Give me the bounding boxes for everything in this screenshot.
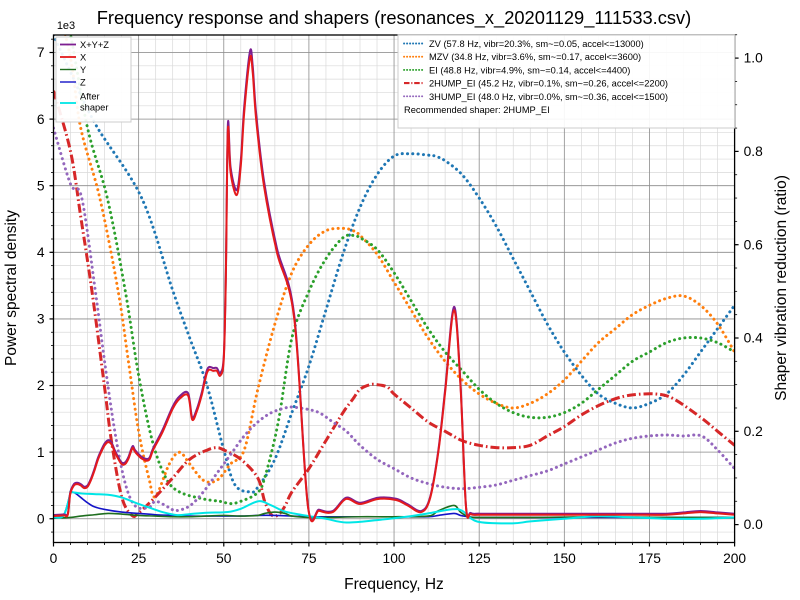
svg-text:2HUMP_EI (45.2 Hz, vibr=0.1%,: 2HUMP_EI (45.2 Hz, vibr=0.1%, sm~=0.26, … bbox=[429, 79, 668, 89]
svg-text:1: 1 bbox=[37, 445, 45, 460]
svg-text:75: 75 bbox=[301, 551, 317, 566]
svg-text:0: 0 bbox=[50, 551, 58, 566]
svg-text:200: 200 bbox=[723, 551, 746, 566]
svg-text:175: 175 bbox=[638, 551, 661, 566]
svg-text:Z: Z bbox=[80, 77, 86, 87]
svg-text:0.2: 0.2 bbox=[744, 424, 763, 439]
svg-text:2: 2 bbox=[37, 378, 45, 393]
svg-text:Power spectral density: Power spectral density bbox=[3, 210, 20, 366]
svg-text:100: 100 bbox=[383, 551, 406, 566]
svg-text:ZV (57.8 Hz, vibr=20.3%, sm~=0: ZV (57.8 Hz, vibr=20.3%, sm~=0.05, accel… bbox=[429, 39, 644, 49]
svg-text:0.6: 0.6 bbox=[744, 237, 764, 252]
svg-text:Recommended shaper: 2HUMP_EI: Recommended shaper: 2HUMP_EI bbox=[404, 105, 550, 115]
svg-text:1.0: 1.0 bbox=[744, 51, 764, 66]
svg-text:Y: Y bbox=[80, 65, 86, 75]
svg-text:4: 4 bbox=[37, 245, 45, 260]
svg-text:125: 125 bbox=[468, 551, 491, 566]
svg-text:1e3: 1e3 bbox=[57, 20, 75, 32]
svg-text:3: 3 bbox=[37, 312, 45, 327]
svg-text:EI (48.8 Hz, vibr=4.9%, sm~=0.: EI (48.8 Hz, vibr=4.9%, sm~=0.14, accel<… bbox=[429, 65, 630, 75]
svg-text:Shaper vibration reduction (ra: Shaper vibration reduction (ratio) bbox=[773, 175, 790, 401]
svg-text:shaper: shaper bbox=[80, 102, 108, 112]
svg-text:After: After bbox=[80, 91, 100, 101]
svg-text:5: 5 bbox=[37, 178, 45, 193]
svg-text:7: 7 bbox=[37, 45, 45, 60]
svg-text:25: 25 bbox=[131, 551, 147, 566]
svg-text:0: 0 bbox=[37, 511, 45, 526]
svg-text:Frequency response and shapers: Frequency response and shapers (resonanc… bbox=[97, 7, 692, 29]
svg-text:MZV (34.8 Hz, vibr=3.6%, sm~=0: MZV (34.8 Hz, vibr=3.6%, sm~=0.17, accel… bbox=[429, 52, 641, 62]
svg-text:3HUMP_EI (48.0 Hz, vibr=0.0%,: 3HUMP_EI (48.0 Hz, vibr=0.0%, sm~=0.36, … bbox=[429, 92, 668, 102]
svg-text:50: 50 bbox=[216, 551, 232, 566]
svg-text:0.8: 0.8 bbox=[744, 144, 764, 159]
svg-text:X+Y+Z: X+Y+Z bbox=[80, 40, 109, 50]
svg-text:X: X bbox=[80, 52, 86, 62]
svg-text:Frequency, Hz: Frequency, Hz bbox=[344, 576, 444, 593]
svg-text:150: 150 bbox=[553, 551, 576, 566]
svg-text:0.0: 0.0 bbox=[744, 517, 764, 532]
svg-text:6: 6 bbox=[37, 112, 45, 127]
svg-text:0.4: 0.4 bbox=[744, 331, 764, 346]
